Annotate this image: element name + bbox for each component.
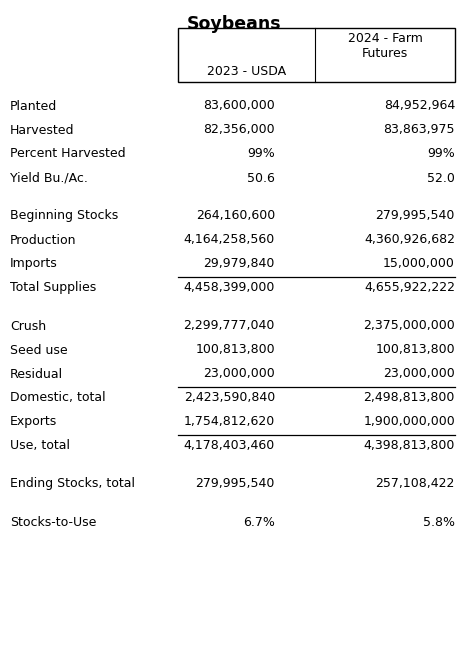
Text: Residual: Residual	[10, 367, 63, 380]
Text: 4,398,813,800: 4,398,813,800	[363, 439, 455, 452]
Text: 84,952,964: 84,952,964	[384, 100, 455, 113]
Text: Seed use: Seed use	[10, 343, 68, 356]
Text: 99%: 99%	[247, 148, 275, 161]
Text: Total Supplies: Total Supplies	[10, 281, 96, 294]
Text: 4,458,399,000: 4,458,399,000	[184, 281, 275, 294]
Text: Planted: Planted	[10, 100, 57, 113]
Text: 2023 - USDA: 2023 - USDA	[207, 65, 286, 78]
Text: Harvested: Harvested	[10, 124, 75, 137]
Text: 264,160,600: 264,160,600	[196, 209, 275, 222]
Text: 82,356,000: 82,356,000	[204, 124, 275, 137]
Text: Imports: Imports	[10, 257, 58, 270]
Text: 2,375,000,000: 2,375,000,000	[363, 319, 455, 332]
Text: 279,995,540: 279,995,540	[196, 478, 275, 491]
Bar	[178, 28, 455, 82]
Text: 100,813,800: 100,813,800	[375, 343, 455, 356]
Text: 6.7%: 6.7%	[243, 516, 275, 529]
Text: 4,178,403,460: 4,178,403,460	[184, 439, 275, 452]
Text: Ending Stocks, total: Ending Stocks, total	[10, 478, 135, 491]
Text: Exports: Exports	[10, 415, 57, 428]
Text: 2,498,813,800: 2,498,813,800	[363, 391, 455, 404]
Text: 29,979,840: 29,979,840	[204, 257, 275, 270]
Text: 83,600,000: 83,600,000	[203, 100, 275, 113]
Text: 2,423,590,840: 2,423,590,840	[184, 391, 275, 404]
Text: 4,164,258,560: 4,164,258,560	[184, 233, 275, 246]
Text: 83,863,975: 83,863,975	[384, 124, 455, 137]
Text: Stocks-to-Use: Stocks-to-Use	[10, 516, 96, 529]
Text: Beginning Stocks: Beginning Stocks	[10, 209, 118, 222]
Text: 23,000,000: 23,000,000	[203, 367, 275, 380]
Text: 4,360,926,682: 4,360,926,682	[364, 233, 455, 246]
Text: 5.8%: 5.8%	[423, 516, 455, 529]
Text: 2,299,777,040: 2,299,777,040	[184, 319, 275, 332]
Text: 15,000,000: 15,000,000	[383, 257, 455, 270]
Text: 2024 - Farm
Futures: 2024 - Farm Futures	[348, 32, 423, 60]
Text: 23,000,000: 23,000,000	[383, 367, 455, 380]
Text: 257,108,422: 257,108,422	[376, 478, 455, 491]
Text: 52.0: 52.0	[427, 172, 455, 185]
Text: Crush: Crush	[10, 319, 46, 332]
Text: 50.6: 50.6	[247, 172, 275, 185]
Text: 1,754,812,620: 1,754,812,620	[184, 415, 275, 428]
Text: 279,995,540: 279,995,540	[376, 209, 455, 222]
Text: Use, total: Use, total	[10, 439, 70, 452]
Text: Percent Harvested: Percent Harvested	[10, 148, 126, 161]
Text: 99%: 99%	[427, 148, 455, 161]
Text: 4,655,922,222: 4,655,922,222	[364, 281, 455, 294]
Text: Yield Bu./Ac.: Yield Bu./Ac.	[10, 172, 88, 185]
Text: 100,813,800: 100,813,800	[196, 343, 275, 356]
Text: Soybeans: Soybeans	[187, 15, 282, 33]
Text: Domestic, total: Domestic, total	[10, 391, 106, 404]
Text: 1,900,000,000: 1,900,000,000	[363, 415, 455, 428]
Text: Production: Production	[10, 233, 76, 246]
